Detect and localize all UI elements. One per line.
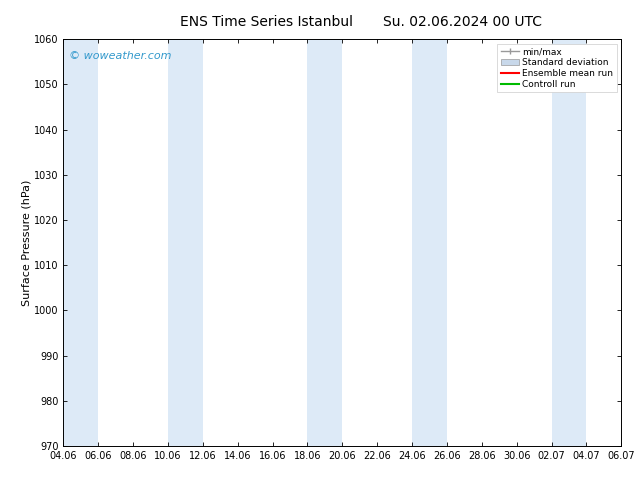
Bar (63, 39, 98, 446)
Text: © woweather.com: © woweather.com (69, 51, 171, 61)
Legend: min/max, Standard deviation, Ensemble mean run, Controll run: min/max, Standard deviation, Ensemble me… (497, 44, 617, 92)
Text: ENS Time Series Istanbul: ENS Time Series Istanbul (180, 15, 353, 29)
Text: Su. 02.06.2024 00 UTC: Su. 02.06.2024 00 UTC (384, 15, 542, 29)
Y-axis label: Surface Pressure (hPa): Surface Pressure (hPa) (21, 179, 31, 306)
Bar (412, 39, 447, 446)
Bar (552, 39, 586, 446)
Bar (307, 39, 342, 446)
Bar (168, 39, 203, 446)
